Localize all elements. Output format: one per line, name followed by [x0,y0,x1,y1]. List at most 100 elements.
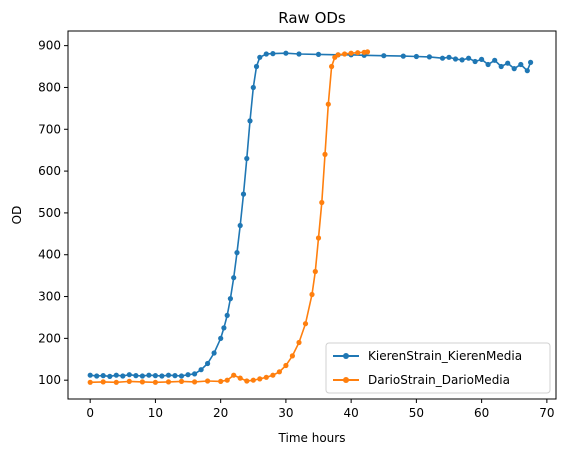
y-tick-label: 100 [38,373,61,387]
data-point [247,118,253,124]
series-line [90,51,368,384]
legend-marker-kieren [343,353,349,359]
data-point [192,371,198,377]
x-tick-label: 70 [539,406,554,420]
data-point [152,373,158,379]
data-point [244,378,250,384]
data-point [426,54,432,60]
series-layer [87,49,534,385]
data-point [231,275,237,281]
data-point [505,60,511,66]
data-point [355,50,361,56]
data-point [218,335,224,341]
x-tick-label: 40 [344,406,359,420]
data-point [165,379,172,385]
y-tick-label: 300 [38,290,61,304]
data-point [342,51,348,57]
x-axis-label: Time hours [278,431,346,445]
y-tick-label: 500 [38,206,61,220]
x-axis: 0 10 20 30 40 50 60 70 [86,399,555,420]
data-point [492,57,498,63]
data-point [257,376,263,382]
data-point [240,191,247,197]
data-point [185,372,191,378]
data-point [253,63,260,70]
data-point [133,373,139,379]
data-point [113,379,119,385]
data-point [126,378,132,384]
y-axis: 100 200 300 400 500 600 700 800 900 [38,39,68,387]
y-tick-label: 700 [38,122,61,136]
data-point [364,49,371,55]
data-point [237,222,243,229]
legend-box [325,342,551,394]
data-point [524,68,530,74]
data-point [172,373,178,379]
data-point [459,57,465,63]
data-point [296,339,302,346]
data-point [257,54,263,60]
data-point [276,369,282,375]
y-tick-label: 900 [38,39,61,53]
data-point [250,377,256,383]
data-point [452,56,459,62]
data-point [139,373,145,379]
data-point [296,51,302,57]
data-point [381,53,387,59]
data-point [263,51,269,57]
data-point [244,155,250,162]
data-point [224,377,230,383]
data-point [107,373,113,379]
x-tick-label: 50 [409,406,424,420]
data-point [87,372,93,378]
data-point [205,378,211,384]
data-point [263,374,269,380]
data-point [126,372,132,378]
chart-title: Raw ODs [278,9,346,27]
data-point [413,53,419,60]
data-point [178,373,185,379]
data-point [270,51,276,57]
data-point [315,51,322,58]
data-point [329,63,335,70]
data-point [400,53,406,59]
data-point [270,372,276,378]
y-tick-label: 200 [38,331,61,345]
data-point [205,360,211,367]
x-tick-label: 10 [148,406,163,420]
x-tick-label: 0 [86,406,94,420]
legend: KierenStrain_KierenMedia DarioStrain_Dar… [325,342,551,394]
data-point [192,379,198,385]
data-point [283,362,289,369]
y-tick-label: 800 [38,80,61,94]
plot-frame [67,30,557,400]
data-point [94,373,100,379]
data-point [302,321,309,327]
x-tick-label: 30 [278,406,293,420]
data-point [231,372,237,378]
data-point [322,151,328,157]
legend-marker-dario [343,377,349,383]
y-tick-label: 600 [38,164,61,178]
data-point [466,55,472,61]
series-line [90,52,532,378]
legend-label-kieren: KierenStrain_KierenMedia [368,349,522,363]
data-point [113,372,119,378]
data-point [87,379,93,385]
data-point [511,66,517,72]
data-point [479,56,485,63]
data-point [348,50,354,56]
data-point [319,199,325,206]
data-point [289,353,295,359]
data-point [178,378,185,384]
data-point [152,379,158,385]
legend-label-dario: DarioStrain_DarioMedia [368,373,510,387]
data-point [224,312,230,318]
data-point [250,84,256,91]
series-1 [87,49,371,385]
data-point [283,50,289,56]
y-tick-label: 400 [38,248,61,262]
x-tick-label: 60 [474,406,489,420]
data-point [518,61,524,68]
